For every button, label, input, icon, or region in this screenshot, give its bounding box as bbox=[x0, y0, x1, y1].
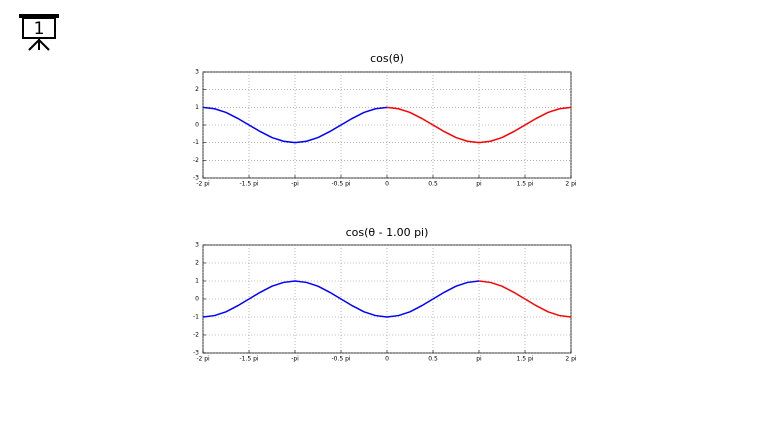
line-series bbox=[386, 106, 572, 144]
y-tick-label: 2 bbox=[195, 260, 199, 267]
y-tick-label: -1 bbox=[193, 139, 199, 146]
y-tick-label: 1 bbox=[195, 104, 199, 111]
y-tick-label: 3 bbox=[195, 69, 199, 76]
y-tick-label: 0 bbox=[195, 296, 199, 303]
y-tick-label: 3 bbox=[195, 242, 199, 249]
x-tick-label: 2 pi bbox=[565, 356, 577, 363]
y-tick-label: -2 bbox=[193, 332, 199, 339]
x-tick-label: -pi bbox=[291, 356, 299, 363]
slide-number: 1 bbox=[34, 19, 45, 39]
x-tick-label: -2 pi bbox=[196, 181, 210, 188]
x-tick-label: 0.5 bbox=[428, 356, 438, 363]
x-tick-label: -pi bbox=[291, 181, 299, 188]
x-tick-label: 2 pi bbox=[565, 181, 577, 188]
y-tick-label: -3 bbox=[193, 350, 199, 357]
y-tick-label: -1 bbox=[193, 314, 199, 321]
line-series bbox=[202, 106, 388, 144]
x-tick-label: -1.5 pi bbox=[239, 356, 258, 363]
x-tick-label: 0 bbox=[385, 181, 389, 188]
x-tick-label: 1.5 pi bbox=[517, 356, 534, 363]
x-tick-label: 0 bbox=[385, 356, 389, 363]
x-tick-label: -2 pi bbox=[196, 356, 210, 363]
y-tick-label: -2 bbox=[193, 157, 199, 164]
x-tick-label: -0.5 pi bbox=[331, 356, 350, 363]
line-series bbox=[202, 280, 480, 318]
x-tick-label: pi bbox=[476, 356, 482, 363]
line-series bbox=[478, 280, 572, 318]
chart-title: cos(θ) bbox=[370, 52, 404, 65]
y-tick-label: -3 bbox=[193, 175, 199, 182]
y-tick-label: 1 bbox=[195, 278, 199, 285]
x-tick-label: 0.5 bbox=[428, 181, 438, 188]
x-tick-label: 1.5 pi bbox=[517, 181, 534, 188]
chart-title: cos(θ - 1.00 pi) bbox=[346, 226, 429, 239]
y-tick-label: 0 bbox=[195, 122, 199, 129]
x-tick-label: -1.5 pi bbox=[239, 181, 258, 188]
slide-icon: 1 bbox=[19, 14, 59, 51]
y-tick-label: 2 bbox=[195, 86, 199, 93]
x-tick-label: -0.5 pi bbox=[331, 181, 350, 188]
x-tick-label: pi bbox=[476, 181, 482, 188]
